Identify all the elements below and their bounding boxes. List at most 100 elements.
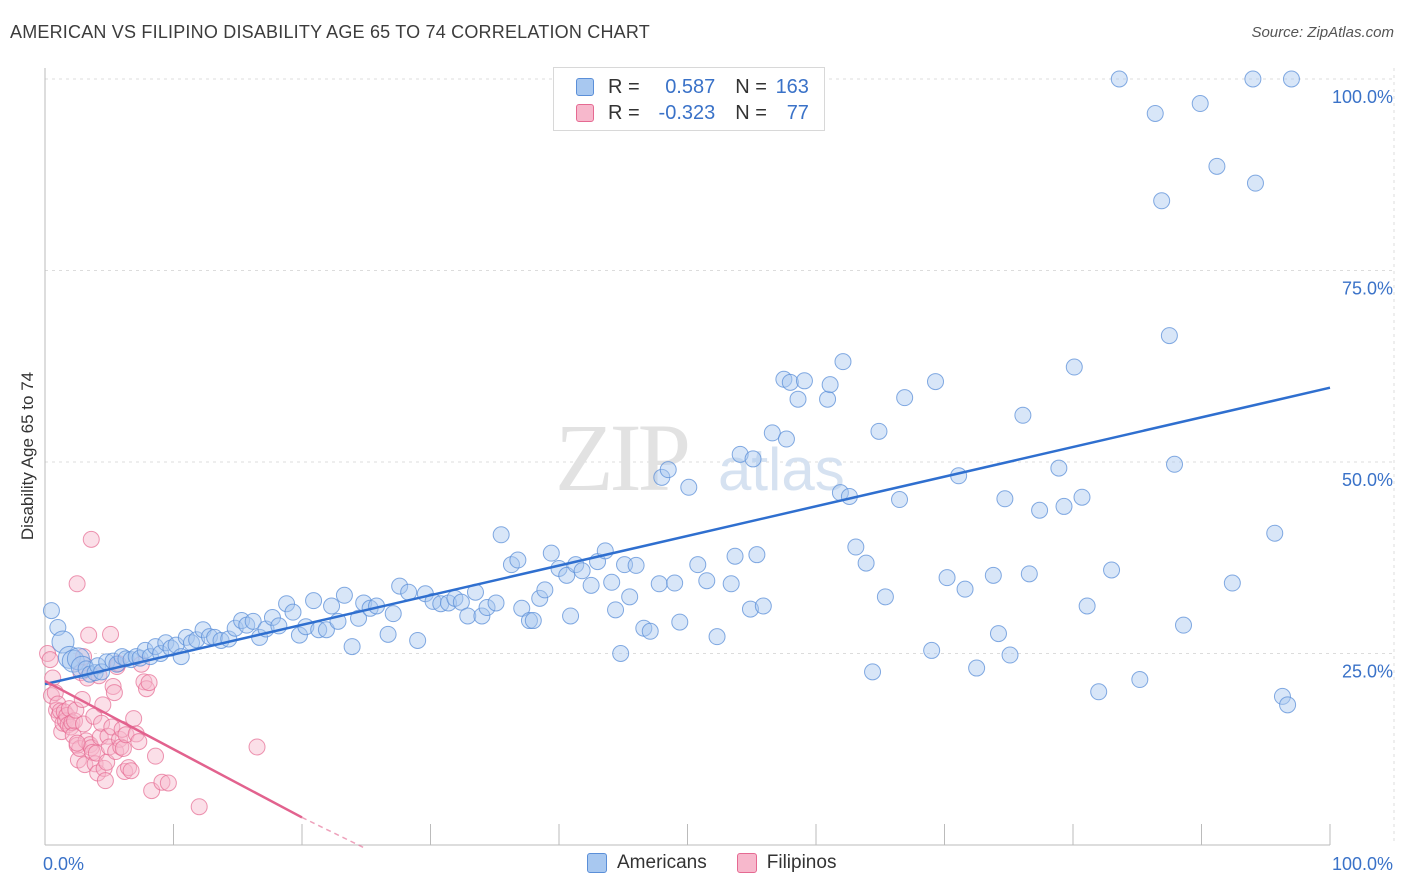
- filipinos-point: [103, 718, 121, 736]
- americans-point: [1146, 104, 1164, 122]
- filipinos-point: [120, 759, 138, 777]
- americans-point: [1020, 565, 1038, 583]
- americans-point: [731, 445, 749, 463]
- americans-point: [989, 625, 1007, 643]
- americans-point: [117, 650, 135, 668]
- x-tick-label-max: 100.0%: [1332, 854, 1393, 874]
- americans-point: [473, 607, 491, 625]
- americans-point: [1191, 95, 1209, 113]
- filipinos-point: [68, 575, 86, 593]
- americans-point: [290, 626, 308, 644]
- americans-point: [627, 556, 645, 574]
- filipinos-point: [130, 733, 148, 751]
- correlation-legend: R = 0.587 N = 163 R = -0.323 N = 77: [553, 67, 825, 131]
- americans-point: [754, 597, 772, 615]
- americans-point: [343, 638, 361, 656]
- filipinos-swatch: [576, 104, 594, 122]
- americans-point: [1131, 671, 1149, 689]
- legend-row-americans: R = 0.587 N = 163: [576, 75, 809, 99]
- americans-point: [513, 599, 531, 617]
- americans-point: [1223, 574, 1241, 592]
- americans-point: [680, 478, 698, 496]
- americans-point: [263, 608, 281, 626]
- americans-point: [722, 575, 740, 593]
- y-axis-title: Disability Age 65 to 74: [18, 371, 37, 541]
- americans-point: [789, 390, 807, 408]
- americans-point: [612, 645, 630, 662]
- americans-point: [1065, 358, 1083, 376]
- americans-point: [621, 588, 639, 606]
- watermark-atlas: atlas: [718, 436, 845, 503]
- americans-point: [1160, 327, 1178, 345]
- americans-point: [659, 461, 677, 479]
- americans-point: [1208, 157, 1226, 175]
- americans-point: [379, 625, 397, 643]
- source-label: Source: ZipAtlas.com: [1251, 24, 1394, 41]
- americans-point: [1279, 696, 1297, 714]
- americans-point: [870, 422, 888, 440]
- americans-point: [698, 572, 716, 590]
- watermark-zip: ZIP: [555, 404, 688, 511]
- americans-point: [708, 628, 726, 646]
- americans-trend-line: [44, 386, 1331, 686]
- americans-point: [876, 588, 894, 606]
- americans-point: [492, 526, 510, 544]
- americans-point: [1244, 70, 1262, 88]
- americans-point: [1055, 497, 1073, 515]
- americans-point: [520, 612, 538, 630]
- americans-legend-label: Americans: [617, 852, 707, 873]
- legend-item-filipinos: Filipinos: [736, 852, 836, 874]
- americans-point: [1110, 70, 1128, 88]
- americans-point: [777, 430, 795, 448]
- americans-r-label: R =: [608, 75, 640, 98]
- americans-point: [509, 551, 527, 569]
- americans-point: [278, 595, 296, 613]
- filipinos-point: [135, 673, 153, 691]
- americans-point: [562, 607, 580, 625]
- americans-point: [968, 659, 986, 677]
- legend-item-americans: Americans: [587, 852, 707, 874]
- axes: [44, 68, 1331, 846]
- americans-point: [748, 546, 766, 564]
- filipinos-trend-extension: [301, 816, 367, 850]
- americans-point: [984, 566, 1002, 584]
- y-tick-label: 50.0%: [1342, 470, 1393, 490]
- filipinos-point: [122, 762, 140, 780]
- filipinos-trend-line: [44, 679, 303, 819]
- americans-r-value: 0.587: [665, 75, 716, 98]
- filipinos-point: [140, 674, 158, 692]
- americans-point: [1103, 561, 1121, 579]
- americans-point: [57, 645, 81, 669]
- americans-point: [996, 490, 1014, 508]
- y-tick-label: 25.0%: [1342, 662, 1393, 682]
- americans-point: [923, 641, 941, 659]
- americans-point: [177, 628, 195, 646]
- filipinos-point: [66, 712, 84, 730]
- trend-lines: [44, 386, 1331, 850]
- americans-point: [1153, 192, 1171, 210]
- filipinos-point: [159, 774, 177, 792]
- americans-point: [857, 554, 875, 572]
- americans-point: [781, 373, 799, 391]
- filipinos-legend-swatch: [736, 853, 757, 873]
- filipinos-point: [68, 734, 86, 752]
- filipinos-point: [102, 625, 120, 643]
- americans-point: [847, 538, 865, 556]
- americans-point: [42, 602, 60, 620]
- watermark: ZIP atlas: [555, 404, 845, 511]
- filipinos-point: [190, 798, 208, 816]
- filipinos-point: [80, 626, 98, 644]
- y-tick-label: 100.0%: [1332, 87, 1393, 107]
- filipinos-point: [248, 738, 266, 756]
- americans-point: [524, 612, 542, 630]
- filipinos-point: [105, 684, 123, 702]
- americans-point: [864, 663, 882, 681]
- americans-point: [689, 556, 707, 574]
- americans-point: [157, 634, 175, 652]
- americans-point: [244, 612, 262, 630]
- americans-point: [1175, 616, 1193, 634]
- filipinos-point: [114, 739, 132, 757]
- americans-point: [1090, 683, 1108, 701]
- americans-points: [42, 70, 1300, 714]
